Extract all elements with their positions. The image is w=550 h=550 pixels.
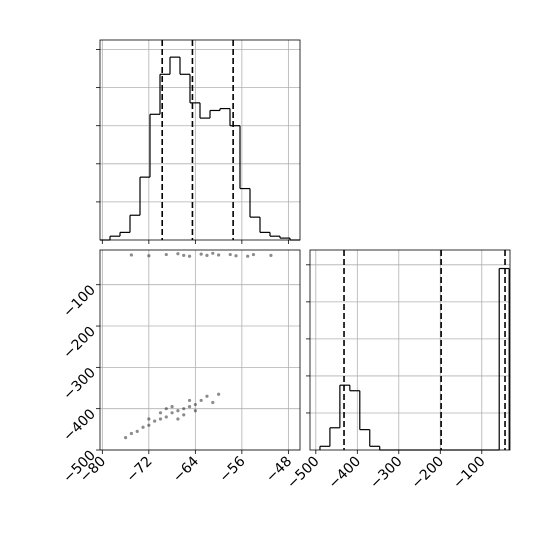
point (182, 407, 186, 411)
point (217, 392, 221, 396)
point (199, 398, 203, 403)
x-tick-label: −72 (123, 454, 155, 486)
point (176, 409, 180, 413)
point (228, 252, 232, 257)
point (182, 413, 186, 417)
point (246, 254, 250, 258)
x-tick-label: −56 (216, 453, 248, 485)
point (141, 425, 145, 429)
point (164, 407, 168, 411)
point (170, 405, 174, 409)
point (147, 417, 151, 421)
point (158, 411, 163, 415)
y-tick-label: −300 (60, 365, 99, 404)
x-tick-label: −100 (450, 454, 489, 493)
point (170, 411, 174, 415)
frame (99, 249, 301, 451)
point (158, 417, 163, 421)
point (193, 409, 197, 413)
point (199, 252, 203, 256)
point (205, 394, 209, 398)
point (147, 423, 151, 427)
point (176, 417, 180, 421)
point (129, 253, 133, 257)
point (164, 252, 168, 257)
frame (309, 249, 511, 451)
point (164, 415, 168, 419)
frame (99, 39, 301, 241)
point (211, 400, 215, 405)
y-tick-label: −100 (60, 282, 99, 321)
x-tick-label: −500 (284, 454, 323, 493)
point (269, 253, 273, 257)
y-tick-label: −400 (60, 406, 99, 445)
x-tick-label: −300 (367, 454, 406, 493)
point (182, 253, 186, 257)
point (176, 252, 180, 256)
x-tick-label: −200 (409, 454, 448, 493)
point (147, 254, 151, 258)
point (205, 253, 209, 257)
point (234, 254, 238, 258)
point (187, 405, 192, 409)
x-tick-label: −64 (170, 453, 202, 485)
point (135, 429, 139, 434)
y-tick-label: −200 (60, 324, 99, 363)
point (211, 251, 215, 255)
point (187, 398, 192, 403)
point (187, 254, 192, 258)
point (217, 253, 221, 257)
point (129, 431, 133, 436)
point (251, 252, 256, 257)
point (153, 419, 157, 423)
x-tick-label: −400 (326, 454, 365, 493)
point (123, 436, 128, 440)
point (193, 402, 197, 407)
